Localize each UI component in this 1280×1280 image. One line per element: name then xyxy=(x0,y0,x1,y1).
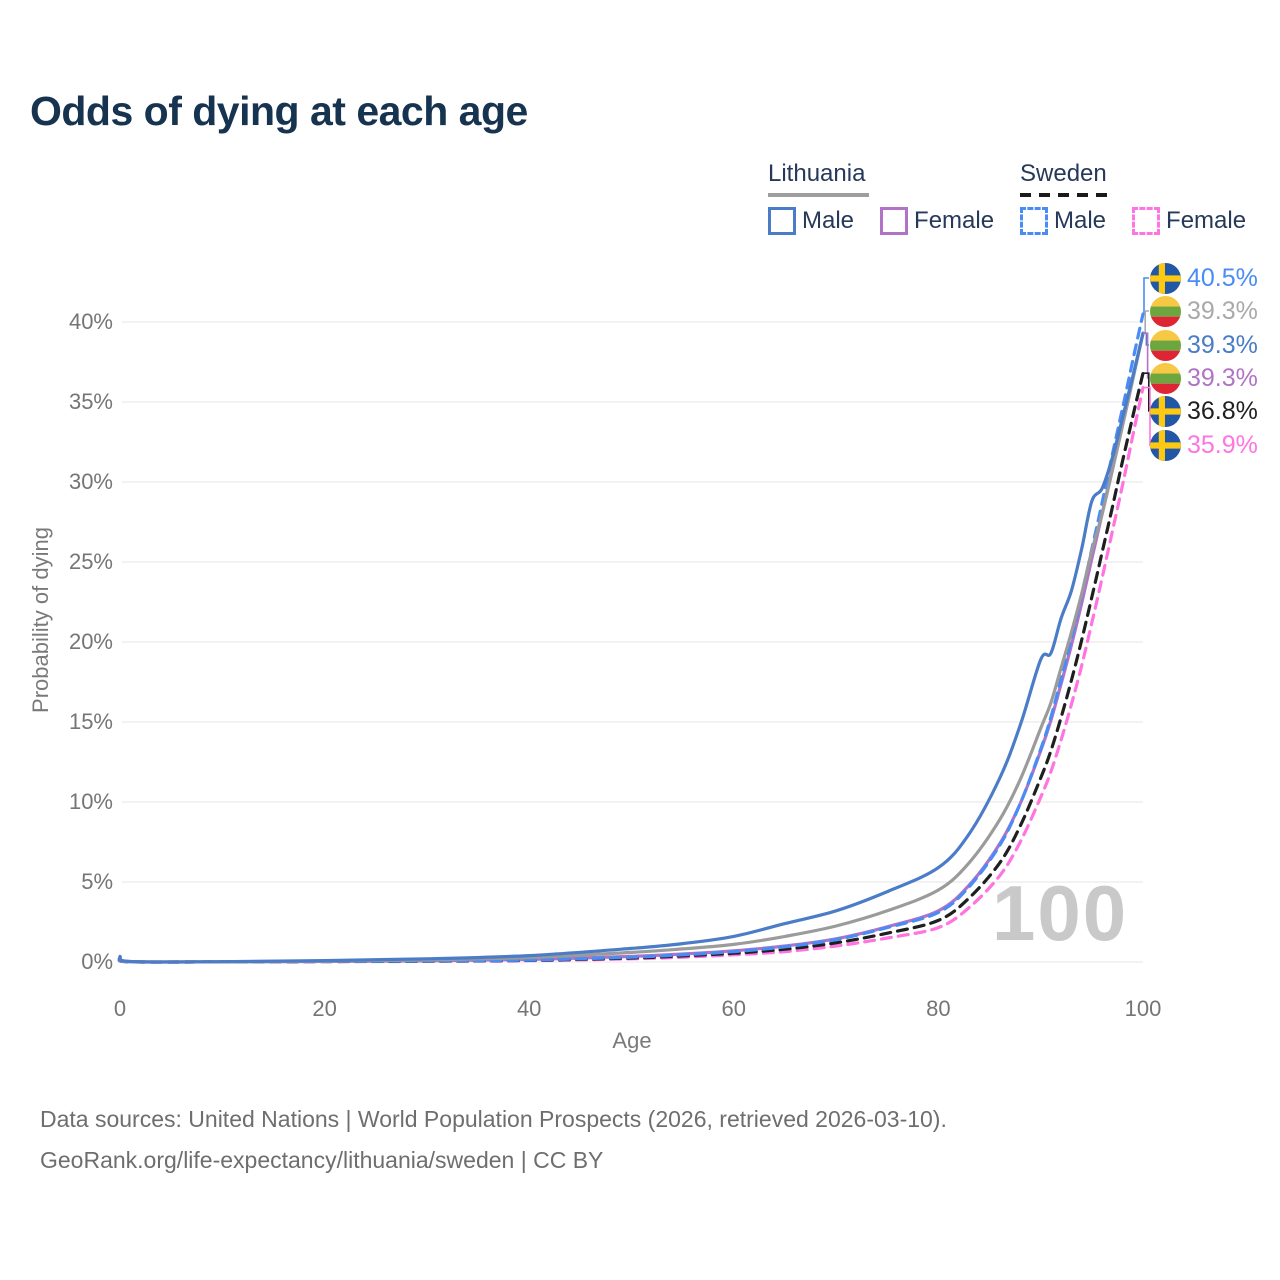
sweden-flag-icon xyxy=(1150,262,1181,294)
y-tick-label: 5% xyxy=(81,869,113,894)
legend-item-sweden-male[interactable]: Male xyxy=(1020,207,1106,235)
sweden-female-swatch xyxy=(1132,207,1161,235)
legend-item-label: Female xyxy=(1166,207,1247,234)
legend-country-sweden[interactable]: Sweden xyxy=(1020,160,1107,187)
legend-item-lithuania-male[interactable]: Male xyxy=(768,207,854,235)
end-label-lithuania-female: 39.3% xyxy=(1150,361,1258,395)
y-tick-label: 20% xyxy=(68,629,113,654)
legend-group-sweden: Sweden Male Female xyxy=(1020,160,1246,235)
x-tick-label: 60 xyxy=(721,996,747,1021)
page-title: Odds of dying at each age xyxy=(30,88,528,134)
y-tick-label: 25% xyxy=(68,549,113,574)
age-indicator-watermark: 100 xyxy=(992,869,1129,957)
legend-item-label: Female xyxy=(914,207,995,234)
end-label-value: 35.9% xyxy=(1187,431,1258,459)
lithuania-flag-icon xyxy=(1150,329,1181,361)
series-line-se_both[interactable] xyxy=(117,371,1145,964)
end-label-value: 39.3% xyxy=(1187,364,1258,392)
y-axis-title: Probability of dying xyxy=(28,527,53,713)
y-tick-label: 40% xyxy=(68,309,113,334)
y-tick-label: 30% xyxy=(68,469,113,494)
legend-country-lithuania[interactable]: Lithuania xyxy=(768,160,866,187)
sweden-line-style-swatch xyxy=(1020,193,1111,197)
end-label-sweden-male: 40.5% xyxy=(1150,261,1258,295)
lithuania-flag-icon xyxy=(1150,362,1181,394)
data-sources-text: Data sources: United Nations | World Pop… xyxy=(40,1106,947,1132)
end-label-sweden-female: 35.9% xyxy=(1150,428,1258,462)
sweden-flag-icon xyxy=(1150,395,1181,427)
end-label-value: 36.8% xyxy=(1187,397,1258,425)
x-tick-label: 0 xyxy=(113,996,127,1021)
end-label-lithuania-male: 39.3% xyxy=(1150,328,1258,362)
end-label-value: 40.5% xyxy=(1187,264,1258,292)
end-label-connector xyxy=(1143,386,1151,446)
x-tick-label: 80 xyxy=(926,996,951,1021)
y-tick-label: 35% xyxy=(68,389,113,414)
series-line-se_male[interactable] xyxy=(117,312,1145,964)
y-tick-label: 15% xyxy=(68,709,113,734)
lithuania-female-swatch xyxy=(880,207,909,235)
legend-item-label: Male xyxy=(1054,207,1107,234)
series-line-lt_female[interactable] xyxy=(117,331,1145,964)
end-label-connector xyxy=(1143,277,1149,315)
series-line-lt_male[interactable] xyxy=(117,331,1145,964)
y-tick-label: 10% xyxy=(68,789,113,814)
end-label-lithuania-both: 39.3% xyxy=(1150,294,1258,328)
legend-item-label: Male xyxy=(802,207,855,234)
sweden-flag-icon xyxy=(1150,429,1181,461)
sweden-male-swatch xyxy=(1020,207,1048,235)
x-tick-label: 20 xyxy=(312,996,337,1021)
y-tick-label: 0% xyxy=(81,949,113,974)
end-label-value: 39.3% xyxy=(1187,297,1258,325)
end-label-value: 39.3% xyxy=(1187,331,1258,359)
x-tick-label: 40 xyxy=(516,996,542,1021)
legend-group-lithuania: Lithuania Male Female xyxy=(768,160,994,235)
lithuania-flag-icon xyxy=(1150,295,1181,327)
series-line-lt_both[interactable] xyxy=(117,331,1145,964)
end-label-connector xyxy=(1143,372,1150,412)
x-axis-title: Age xyxy=(612,1028,652,1053)
end-label-sweden-both: 36.8% xyxy=(1150,394,1258,428)
legend-item-lithuania-female[interactable]: Female xyxy=(880,207,994,235)
x-tick-label: 100 xyxy=(1124,996,1162,1021)
legend-item-sweden-female[interactable]: Female xyxy=(1132,207,1246,235)
lithuania-line-style-swatch xyxy=(768,193,869,197)
lithuania-male-swatch xyxy=(768,207,796,235)
attribution-text: GeoRank.org/life-expectancy/lithuania/sw… xyxy=(40,1147,604,1173)
